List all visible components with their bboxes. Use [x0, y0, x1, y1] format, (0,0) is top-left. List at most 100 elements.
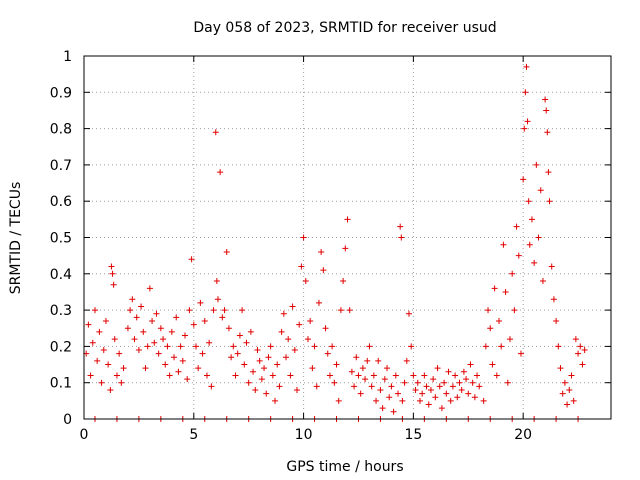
data-point [337, 307, 344, 314]
data-point [307, 317, 314, 324]
data-point [572, 336, 579, 343]
data-point [146, 285, 153, 292]
data-point [548, 263, 555, 270]
data-point [293, 386, 300, 393]
data-point [550, 296, 557, 303]
data-point [304, 336, 311, 343]
data-point [364, 357, 371, 364]
data-point [254, 347, 261, 354]
data-point [537, 187, 544, 194]
data-point [546, 198, 553, 205]
data-point [184, 376, 191, 383]
data-point [313, 383, 320, 390]
data-point [124, 325, 131, 332]
data-point [447, 397, 454, 404]
data-point [368, 383, 375, 390]
plot-frame [83, 55, 612, 420]
x-tick-label: 20 [514, 427, 532, 443]
data-point [171, 354, 178, 361]
data-point [331, 379, 338, 386]
data-point [100, 347, 107, 354]
data-point [197, 299, 204, 306]
data-point [201, 317, 208, 324]
data-point [533, 161, 540, 168]
data-point [87, 372, 94, 379]
data-point [91, 307, 98, 314]
data-point [379, 405, 386, 412]
data-point [544, 129, 551, 136]
data-point [213, 278, 220, 285]
data-point [153, 310, 160, 317]
data-point [535, 234, 542, 241]
data-point [566, 386, 573, 393]
data-point [151, 339, 158, 346]
data-point [542, 96, 549, 103]
data-point [482, 343, 489, 350]
y-tick-label: 0.4 [50, 267, 72, 283]
data-point [458, 386, 465, 393]
data-point [236, 332, 243, 339]
data-point [250, 368, 257, 375]
data-point [487, 325, 494, 332]
data-point [108, 263, 115, 270]
data-point [287, 372, 294, 379]
data-point [381, 376, 388, 383]
data-point [504, 379, 511, 386]
data-point [340, 278, 347, 285]
data-point [155, 350, 162, 357]
y-tick-label: 1 [63, 49, 72, 65]
data-point [265, 354, 272, 361]
data-point [568, 372, 575, 379]
data-point [135, 347, 142, 354]
data-point [228, 354, 235, 361]
data-point [414, 379, 421, 386]
data-point [581, 347, 588, 354]
data-point [199, 350, 206, 357]
data-point [408, 343, 415, 350]
data-point [110, 281, 117, 288]
data-point [465, 390, 472, 397]
chart-title: Day 058 of 2023, SRMTID for receiver usu… [193, 20, 496, 36]
data-point [362, 376, 369, 383]
data-point [520, 176, 527, 183]
data-point [105, 361, 112, 368]
data-point [575, 350, 582, 357]
data-point [392, 372, 399, 379]
data-point [469, 379, 476, 386]
data-point [94, 357, 101, 364]
data-point [252, 386, 259, 393]
data-point [241, 361, 248, 368]
data-point [296, 321, 303, 328]
data-point [480, 397, 487, 404]
data-point [225, 325, 232, 332]
data-point [221, 307, 228, 314]
data-point [320, 267, 327, 274]
data-point [434, 365, 441, 372]
x-axis-label: GPS time / hours [286, 459, 403, 475]
data-point [131, 336, 138, 343]
data-point [423, 383, 430, 390]
data-point [289, 303, 296, 310]
data-point [111, 336, 118, 343]
data-point [524, 118, 531, 125]
data-point [107, 386, 114, 393]
data-point [326, 372, 333, 379]
data-point [390, 408, 397, 415]
data-point [120, 365, 127, 372]
data-point [162, 361, 169, 368]
y-tick-label: 0.6 [50, 194, 72, 210]
data-point [513, 223, 520, 230]
data-point [85, 321, 92, 328]
data-point [186, 307, 193, 314]
data-point [456, 379, 463, 386]
y-tick-label: 0 [63, 412, 72, 428]
data-point [539, 278, 546, 285]
data-point [460, 368, 467, 375]
y-tick-label: 0.2 [50, 339, 72, 355]
data-point [521, 125, 528, 132]
data-point [517, 350, 524, 357]
data-point [555, 343, 562, 350]
data-point [397, 223, 404, 230]
data-point [579, 361, 586, 368]
data-point [427, 386, 434, 393]
